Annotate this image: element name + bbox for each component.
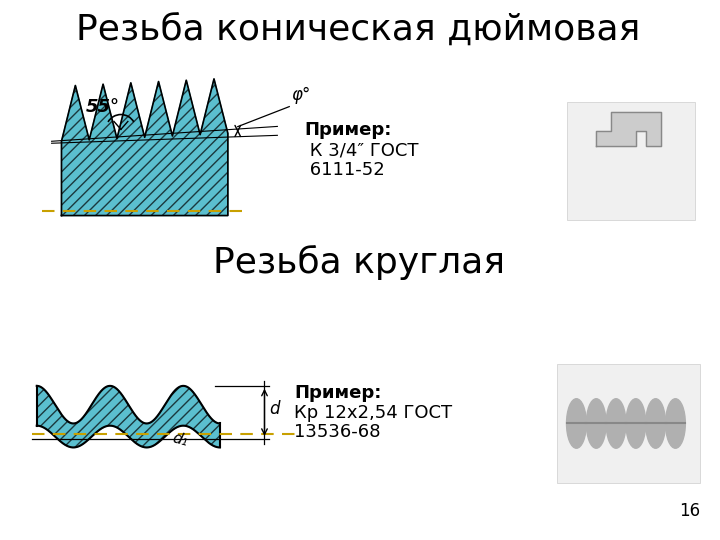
Text: 13536-68: 13536-68 — [294, 423, 381, 442]
Text: d: d — [269, 400, 280, 418]
Bar — [567, 102, 696, 220]
Bar — [557, 364, 700, 483]
Text: 55°: 55° — [86, 98, 120, 116]
Polygon shape — [37, 386, 220, 448]
Ellipse shape — [606, 399, 626, 448]
Polygon shape — [61, 79, 228, 215]
Text: Кр 12х2,54 ГОСТ: Кр 12х2,54 ГОСТ — [294, 404, 452, 422]
Ellipse shape — [626, 399, 646, 448]
Text: К 3/4″ ГОСТ: К 3/4″ ГОСТ — [304, 141, 418, 159]
Text: Резьба коническая дюймовая: Резьба коническая дюймовая — [76, 12, 641, 46]
Polygon shape — [596, 112, 660, 146]
Text: 6111-52: 6111-52 — [304, 161, 385, 179]
Text: φ°: φ° — [291, 86, 310, 104]
Ellipse shape — [567, 399, 586, 448]
Ellipse shape — [646, 399, 665, 448]
Text: 16: 16 — [679, 502, 700, 519]
Ellipse shape — [665, 399, 685, 448]
Text: Пример:: Пример: — [304, 122, 392, 139]
Text: d₁: d₁ — [171, 431, 189, 449]
Text: Резьба круглая: Резьба круглая — [212, 245, 505, 280]
Ellipse shape — [586, 399, 606, 448]
Text: Пример:: Пример: — [294, 384, 382, 402]
